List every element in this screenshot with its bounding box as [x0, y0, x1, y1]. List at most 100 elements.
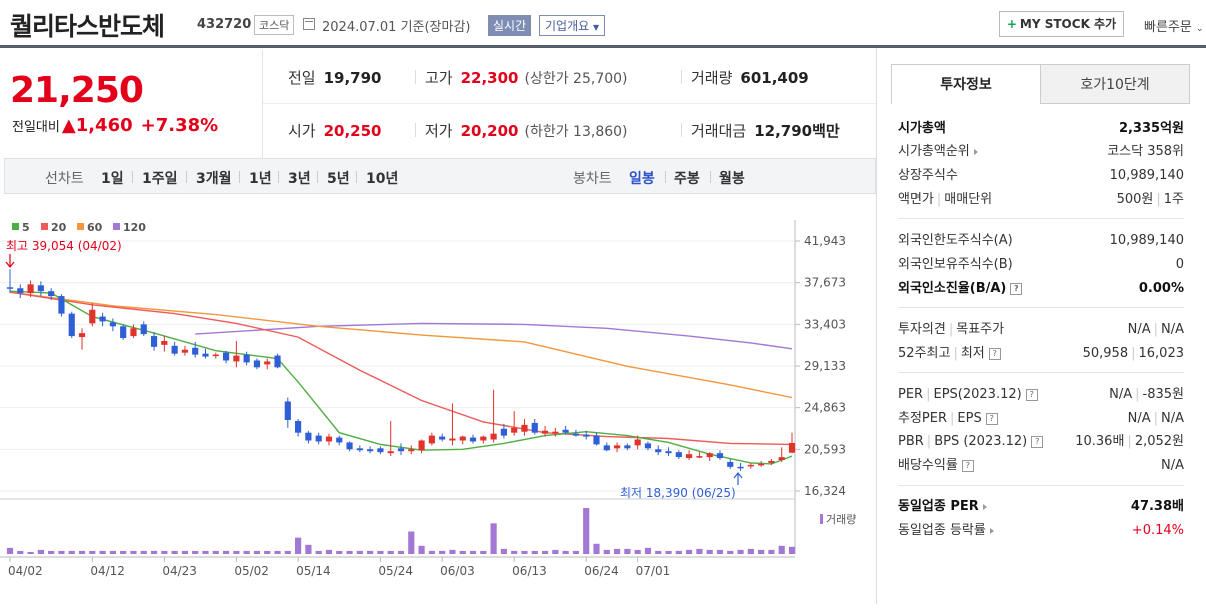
mystock-label: MY STOCK 추가 — [1019, 17, 1117, 31]
row-value: 0.00% — [1138, 281, 1184, 296]
candle-body — [212, 354, 219, 357]
volume-bar — [212, 550, 219, 554]
volume-bar — [737, 549, 744, 554]
tab-quote-10[interactable]: 호가10단계 — [1040, 64, 1190, 104]
legend-swatch — [12, 223, 19, 230]
high-arrow-icon — [5, 254, 15, 268]
help-icon[interactable]: ? — [988, 347, 1001, 360]
row-value: 코스닥 358위 — [1107, 144, 1184, 159]
volume-bar — [387, 550, 394, 554]
volume-bar — [500, 548, 507, 554]
period-3y[interactable]: 3년 — [288, 171, 311, 187]
candle-body — [377, 448, 384, 453]
volume-bar — [716, 549, 724, 554]
change-row: 전일대비 ▲1,460 +7.38% — [12, 115, 218, 136]
period-1y[interactable]: 1년 — [249, 171, 272, 187]
volume-bar — [48, 550, 55, 554]
y-tick-label: 29,133 — [804, 359, 846, 373]
volume-bar — [469, 550, 477, 554]
row-label-2: EPS(2023.12) — [933, 387, 1022, 402]
row-label: 추정PER — [898, 411, 948, 426]
row-label-2: EPS — [957, 411, 982, 426]
help-icon[interactable]: ? — [961, 459, 974, 472]
row-label: 액면가 — [898, 192, 934, 207]
candle-body — [325, 436, 333, 442]
row-label-2: BPS (2023.12) — [934, 434, 1028, 449]
candle-body — [613, 445, 621, 449]
period-monthly[interactable]: 월봉 — [719, 171, 745, 187]
period-daily[interactable]: 일봉 — [629, 171, 655, 187]
candle-body — [120, 326, 127, 339]
corp-info-button[interactable]: 기업개요 ▼ — [539, 15, 606, 36]
candle-body — [315, 435, 322, 442]
row-label-wrap: 시가총액순위 — [898, 142, 978, 162]
candle-body — [356, 448, 363, 451]
divider — [710, 171, 711, 183]
period-5y[interactable]: 5년 — [327, 171, 350, 187]
volume-bar — [788, 546, 796, 554]
mystock-add-button[interactable]: + MY STOCK 추가 — [999, 11, 1124, 37]
row-label: 외국인소진율(B/A) — [898, 281, 1007, 296]
y-tick-label: 37,673 — [804, 276, 846, 290]
calendar-icon — [303, 18, 315, 30]
chart-area[interactable]: 41,943 37,673 33,403 29,133 24,863 20,593 16,3… — [0, 194, 876, 604]
candle-body — [665, 451, 672, 454]
row-value-wrap: N/A | N/A — [1127, 411, 1184, 426]
header: 퀄리타스반도체 432720 코스닥 2024.07.01 기준(장마감) 실시… — [0, 0, 1206, 48]
volume-legend-swatch — [820, 514, 823, 524]
row-value-wrap: 50,958 | 16,023 — [1082, 346, 1185, 361]
help-icon[interactable]: ? — [985, 412, 998, 425]
candle-body — [480, 436, 487, 441]
stat-high-value: 22,300 — [460, 69, 519, 87]
volume-bar — [99, 550, 106, 554]
volume-bar — [572, 550, 580, 554]
stock-chart[interactable]: 41,943 37,673 33,403 29,133 24,863 20,593 16,3… — [0, 194, 876, 604]
row-label-wrap: 외국인소진율(B/A)? — [898, 279, 1023, 299]
price-box: 21,250 전일대비 ▲1,460 +7.38% — [0, 50, 263, 158]
row-label: 배당수익률 — [898, 458, 958, 473]
arrow-right-icon — [982, 503, 987, 510]
candle-body — [747, 464, 754, 467]
row-sector-per[interactable]: 동일업종 PER 47.38배 — [898, 497, 1184, 517]
row-sector-change[interactable]: 동일업종 등락률 +0.14% — [898, 521, 1184, 541]
row-market-cap-rank[interactable]: 시가총액순위 코스닥 358위 — [898, 142, 1184, 162]
volume-bar — [408, 531, 415, 554]
volume-bar — [768, 549, 775, 554]
y-tick-label: 24,863 — [804, 401, 846, 415]
row-label-wrap: PBR | BPS (2023.12)? — [898, 432, 1044, 452]
volume-bar — [778, 545, 785, 554]
volume-bar — [449, 549, 456, 554]
row-value-2: 16,023 — [1138, 346, 1185, 361]
period-1w[interactable]: 1주일 — [142, 171, 178, 187]
x-tick-label: 05/14 — [296, 564, 331, 578]
tab-invest-info[interactable]: 투자정보 — [891, 64, 1041, 104]
candle-body — [99, 316, 106, 322]
stat-prev-label: 전일 — [288, 69, 316, 87]
help-icon[interactable]: ? — [1031, 435, 1044, 448]
candle-body — [37, 285, 44, 292]
period-bar: 선차트 1일 1주일 3개월 1년 3년 5년 10년 봉차트 일봉 주봉 월봉 — [4, 158, 876, 194]
quick-order-button[interactable]: 빠른주문 ⌄ — [1144, 16, 1204, 35]
candle-body — [264, 361, 271, 365]
candle-body — [150, 336, 158, 347]
period-1d[interactable]: 1일 — [101, 171, 124, 187]
realtime-button[interactable]: 실시간 — [488, 15, 532, 36]
stat-open: 시가 20,250 — [288, 120, 382, 141]
volume-bar — [727, 550, 734, 554]
y-tick-label: 33,403 — [804, 317, 846, 331]
period-3m[interactable]: 3개월 — [196, 171, 232, 187]
help-icon[interactable]: ? — [1010, 282, 1023, 295]
stat-upper-limit: (상한가 25,700) — [524, 71, 628, 87]
row-est-per: 추정PER | EPS? N/A | N/A — [898, 409, 1184, 429]
candle-body — [490, 433, 497, 440]
period-weekly[interactable]: 주봉 — [674, 171, 700, 187]
row-foreign-limit: 외국인한도주식수(A) 10,989,140 — [898, 231, 1184, 251]
line-chart-label: 선차트 — [45, 171, 84, 187]
market-badge: 코스닥 — [254, 15, 295, 35]
candle-body — [593, 435, 600, 445]
candle-body — [655, 449, 662, 453]
candle-body — [716, 453, 724, 459]
help-icon[interactable]: ? — [1025, 388, 1038, 401]
period-10y[interactable]: 10년 — [366, 171, 399, 187]
candle-body — [675, 452, 682, 458]
